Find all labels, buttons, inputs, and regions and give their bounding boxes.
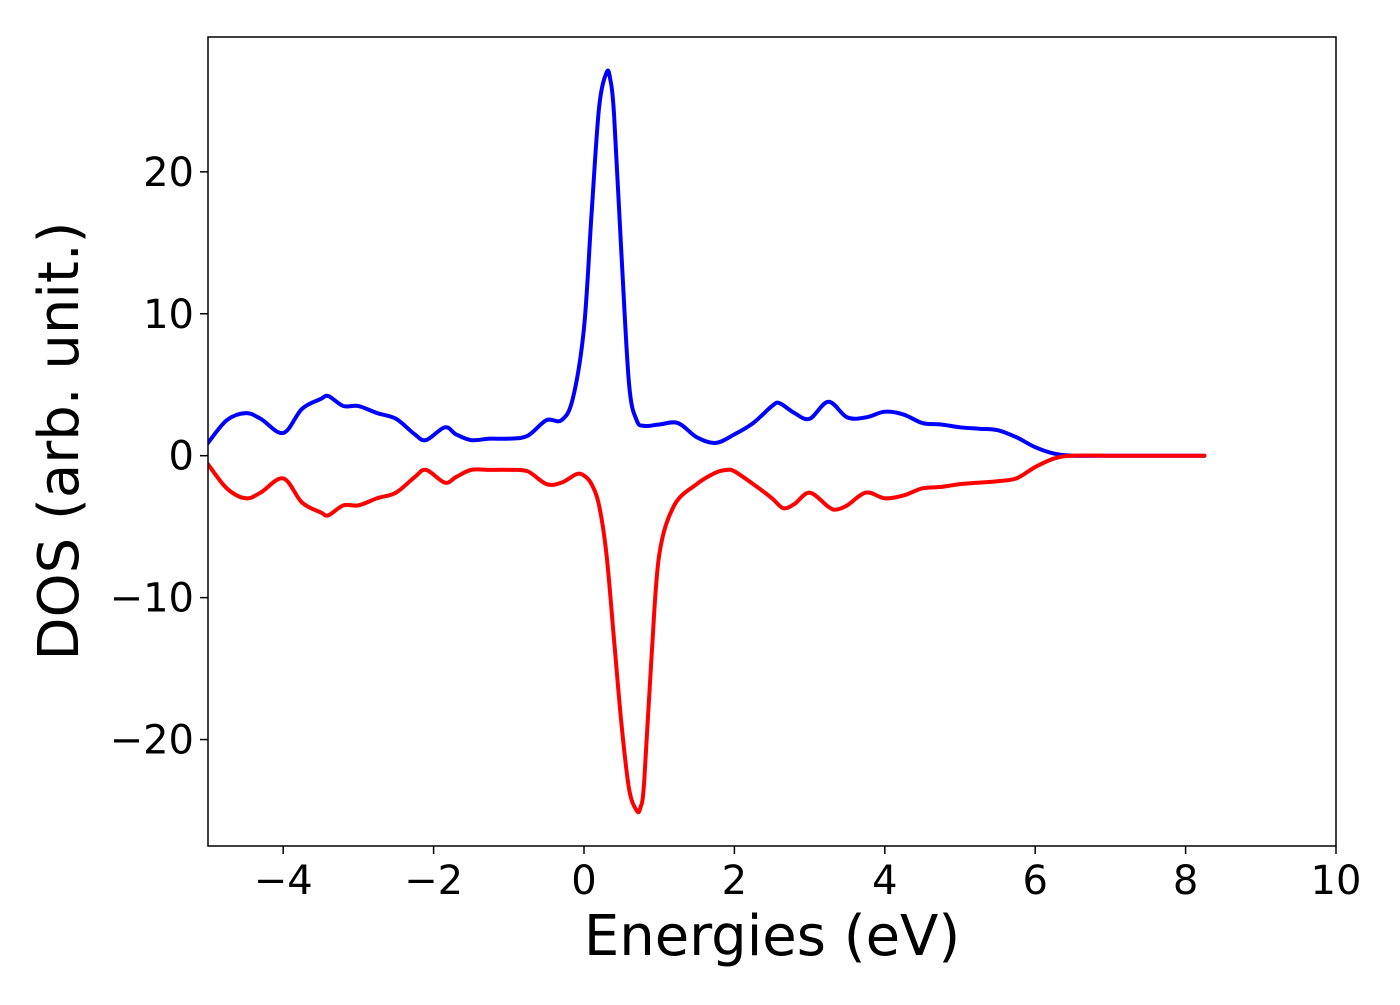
y-tick-label: −10 xyxy=(110,576,194,622)
series-layer xyxy=(208,68,1207,815)
series-line-2 xyxy=(208,453,1207,815)
x-tick-label: 6 xyxy=(1022,858,1047,904)
y-tick-label: 20 xyxy=(143,150,194,196)
y-tick-label: 0 xyxy=(169,434,194,480)
x-tick-label: 10 xyxy=(1311,858,1362,904)
x-tick-label: −4 xyxy=(254,858,313,904)
y-tick-label: 10 xyxy=(143,292,194,338)
x-tick-label: 2 xyxy=(722,858,747,904)
x-axis-title: Energies (eV) xyxy=(584,904,960,969)
x-tick-label: 4 xyxy=(872,858,897,904)
y-tick-label: −20 xyxy=(110,718,194,764)
x-tick-label: −2 xyxy=(404,858,463,904)
x-tick-label: 0 xyxy=(571,858,596,904)
x-axis-ticks: −4 −2 0 2 4 6 8 10 xyxy=(254,846,1362,904)
y-axis-ticks: −20 −10 0 10 20 xyxy=(110,150,208,764)
plot-area-frame xyxy=(207,36,1337,847)
series-line-1 xyxy=(208,68,1207,458)
y-axis-title: DOS (arb. unit.) xyxy=(27,221,92,660)
x-tick-label: 8 xyxy=(1173,858,1198,904)
